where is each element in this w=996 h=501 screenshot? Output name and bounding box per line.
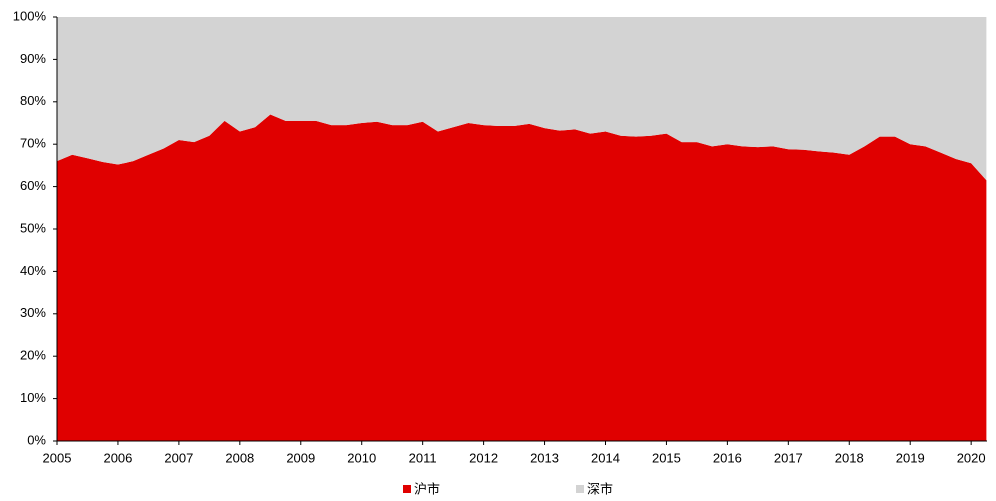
x-tick-label: 2017 bbox=[774, 450, 803, 465]
x-tick-label: 2007 bbox=[164, 450, 193, 465]
x-tick-label: 2014 bbox=[591, 450, 620, 465]
x-tick-label: 2011 bbox=[409, 450, 437, 465]
x-tick-label: 2015 bbox=[652, 450, 681, 465]
x-tick-label: 2013 bbox=[530, 450, 559, 465]
legend-label: 深市 bbox=[587, 481, 613, 496]
y-tick-label: 90% bbox=[20, 51, 46, 66]
area bbox=[57, 114, 987, 442]
y-tick-label: 20% bbox=[20, 348, 46, 363]
x-tick-label: 2010 bbox=[347, 450, 376, 465]
x-tick-label: 2018 bbox=[835, 450, 864, 465]
y-tick-label: 100% bbox=[13, 8, 47, 23]
legend-swatch bbox=[403, 485, 411, 493]
x-tick-label: 2019 bbox=[896, 450, 925, 465]
x-tick-label: 2009 bbox=[286, 450, 315, 465]
x-tick-label: 2020 bbox=[957, 450, 986, 465]
x-tick-label: 2016 bbox=[713, 450, 742, 465]
y-tick-label: 10% bbox=[20, 390, 46, 405]
y-tick-label: 50% bbox=[20, 220, 46, 235]
y-tick-label: 70% bbox=[20, 136, 46, 151]
x-tick-label: 2008 bbox=[225, 450, 254, 465]
y-tick-label: 60% bbox=[20, 178, 46, 193]
x-tick-label: 2006 bbox=[103, 450, 132, 465]
y-tick-label: 30% bbox=[20, 305, 46, 320]
area bbox=[57, 17, 987, 181]
x-tick-label: 2005 bbox=[43, 450, 72, 465]
legend-swatch bbox=[576, 485, 584, 493]
y-tick-label: 80% bbox=[20, 93, 46, 108]
legend-label: 沪市 bbox=[414, 481, 440, 496]
y-tick-label: 40% bbox=[20, 263, 46, 278]
x-tick-label: 2012 bbox=[469, 450, 498, 465]
y-tick-label: 0% bbox=[27, 432, 46, 447]
